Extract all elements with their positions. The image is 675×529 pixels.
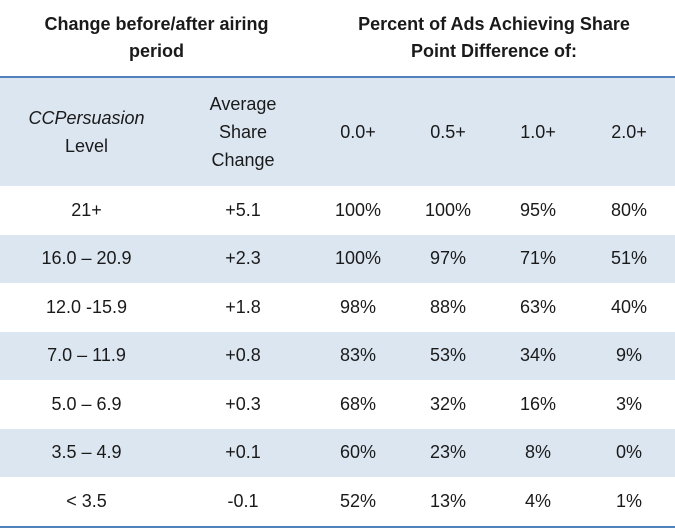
level-cell: 7.0 – 11.9 bbox=[0, 331, 173, 380]
pct-1-cell: 8% bbox=[493, 428, 584, 477]
pct-05-cell: 23% bbox=[403, 428, 494, 477]
pct-2-cell: 3% bbox=[583, 380, 675, 429]
pct-2-cell: 40% bbox=[583, 283, 675, 332]
pct-2-cell: 9% bbox=[583, 331, 675, 380]
table-row: 16.0 – 20.9 +2.3 100% 97% 71% 51% bbox=[0, 234, 675, 283]
pct-0-cell: 52% bbox=[313, 477, 404, 526]
table-row: 3.5 – 4.9 +0.1 60% 23% 8% 0% bbox=[0, 428, 675, 477]
pct-0-cell: 68% bbox=[313, 380, 404, 429]
left-title: Change before/after airing period bbox=[0, 0, 314, 77]
pct-05-cell: 88% bbox=[403, 283, 494, 332]
table-body: 21+ +5.1 100% 100% 95% 80% 16.0 – 20.9 +2.3 100%… bbox=[0, 186, 675, 526]
avg-change-cell: +0.1 bbox=[173, 428, 314, 477]
pct-0-cell: 98% bbox=[313, 283, 404, 332]
pct-0-cell: 60% bbox=[313, 428, 404, 477]
pct-2-cell: 80% bbox=[583, 186, 675, 235]
threshold-1-header: 1.0+ bbox=[493, 77, 584, 186]
pct-0-cell: 100% bbox=[313, 234, 404, 283]
level-cell: 12.0 -15.9 bbox=[0, 283, 173, 332]
column-header-row: CCPersuasion Level Average Share Change … bbox=[0, 77, 675, 186]
table-row: 12.0 -15.9 +1.8 98% 88% 63% 40% bbox=[0, 283, 675, 332]
level-cell: < 3.5 bbox=[0, 477, 173, 526]
level-cell: 16.0 – 20.9 bbox=[0, 234, 173, 283]
bottom-rule bbox=[0, 526, 675, 528]
title-row: Change before/after airing period Percen… bbox=[0, 0, 675, 77]
pct-0-cell: 100% bbox=[313, 186, 404, 235]
pct-05-cell: 13% bbox=[403, 477, 494, 526]
level-cell: 3.5 – 4.9 bbox=[0, 428, 173, 477]
avg-change-cell: +0.3 bbox=[173, 380, 314, 429]
level-cell: 5.0 – 6.9 bbox=[0, 380, 173, 429]
pct-1-cell: 16% bbox=[493, 380, 584, 429]
avg-change-cell: +1.8 bbox=[173, 283, 314, 332]
pct-2-cell: 51% bbox=[583, 234, 675, 283]
avg-change-cell: +0.8 bbox=[173, 331, 314, 380]
pct-05-cell: 53% bbox=[403, 331, 494, 380]
pct-05-cell: 32% bbox=[403, 380, 494, 429]
level-header-italic: CCPersuasion bbox=[28, 108, 145, 128]
table-row: < 3.5 -0.1 52% 13% 4% 1% bbox=[0, 477, 675, 526]
table-row: 5.0 – 6.9 +0.3 68% 32% 16% 3% bbox=[0, 380, 675, 429]
pct-05-cell: 97% bbox=[403, 234, 494, 283]
threshold-05-header: 0.5+ bbox=[403, 77, 494, 186]
threshold-2-header: 2.0+ bbox=[583, 77, 675, 186]
pct-1-cell: 63% bbox=[493, 283, 584, 332]
pct-05-cell: 100% bbox=[403, 186, 494, 235]
pct-0-cell: 83% bbox=[313, 331, 404, 380]
pct-2-cell: 0% bbox=[583, 428, 675, 477]
right-title: Percent of Ads Achieving Share Point Dif… bbox=[313, 0, 675, 77]
table-row: 21+ +5.1 100% 100% 95% 80% bbox=[0, 186, 675, 235]
threshold-0-header: 0.0+ bbox=[313, 77, 404, 186]
pct-2-cell: 1% bbox=[583, 477, 675, 526]
pct-1-cell: 34% bbox=[493, 331, 584, 380]
avg-change-cell: +2.3 bbox=[173, 234, 314, 283]
pct-1-cell: 95% bbox=[493, 186, 584, 235]
avg-change-cell: +5.1 bbox=[173, 186, 314, 235]
level-cell: 21+ bbox=[0, 186, 173, 235]
level-header: CCPersuasion Level bbox=[0, 77, 173, 186]
avg-change-cell: -0.1 bbox=[173, 477, 314, 526]
pct-1-cell: 71% bbox=[493, 234, 584, 283]
level-header-plain: Level bbox=[64, 136, 109, 156]
avg-change-header: Average Share Change bbox=[173, 77, 314, 186]
pct-1-cell: 4% bbox=[493, 477, 584, 526]
table-row: 7.0 – 11.9 +0.8 83% 53% 34% 9% bbox=[0, 331, 675, 380]
